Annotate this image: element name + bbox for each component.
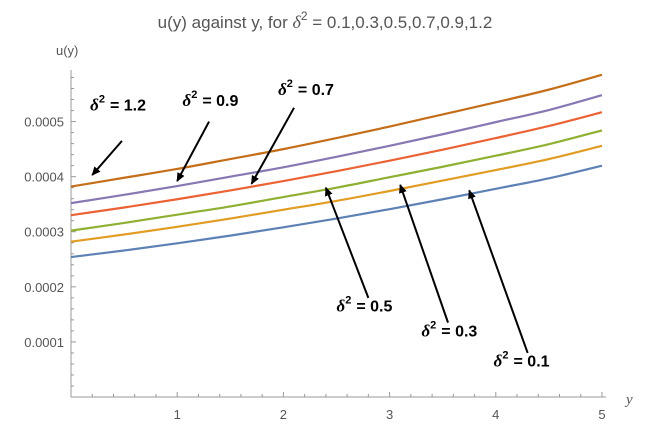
annotation-value: = 0.9 xyxy=(202,93,238,110)
annotation-arrow xyxy=(91,140,123,176)
chart-title: u(y) against y, for δ2 = 0.1,0.3,0.5,0.7… xyxy=(158,9,493,32)
series-line-delta-0.5 xyxy=(70,129,603,232)
annotation-delta: δ xyxy=(494,352,503,371)
y-tick-label: 0.0004 xyxy=(24,170,64,185)
series-line-delta-0.1 xyxy=(70,164,603,259)
annotation-delta: δ xyxy=(421,321,430,340)
x-tick-label: 2 xyxy=(280,407,287,422)
chart-title-delta: δ xyxy=(292,12,301,32)
x-tick-label: 5 xyxy=(598,407,605,422)
annotation-label: δ2 = 1.2 xyxy=(90,94,146,115)
annotation-label: δ2 = 0.3 xyxy=(421,319,477,340)
annotation-value: = 0.5 xyxy=(356,299,392,316)
x-tick-label: 1 xyxy=(174,407,181,422)
annotation-arrow xyxy=(176,121,210,182)
annotation-value: = 0.1 xyxy=(514,354,550,371)
x-axis-label: y xyxy=(624,392,633,408)
series-line-delta-0.3 xyxy=(70,144,603,243)
annotation-delta: δ xyxy=(337,297,346,316)
annotation-superscript: 2 xyxy=(99,94,105,106)
annotation-layer: δ2 = 1.2 δ2 = 0.9δ2 = 0.7δ2 = 0.5δ2 = 0.3δ2 = 0… xyxy=(90,78,550,371)
y-tick-label: 0.0005 xyxy=(24,115,64,130)
annotation-delta: δ xyxy=(183,91,192,110)
annotation-arrow xyxy=(468,189,529,354)
chart-title-suffix: = 0.1,0.3,0.5,0.7,0.9,1.2 xyxy=(308,13,493,32)
annotation-superscript: 2 xyxy=(430,319,436,331)
x-tick-label: 3 xyxy=(386,407,393,422)
y-axis-label: u(y) xyxy=(56,43,78,58)
annotation-delta: δ xyxy=(90,96,99,115)
annotation-delta: δ xyxy=(278,80,287,99)
series-line-delta-0.9 xyxy=(70,94,603,205)
annotation-superscript: 2 xyxy=(287,78,293,90)
y-tick-label: 0.0001 xyxy=(24,335,64,350)
annotation-value: = 0.3 xyxy=(441,323,477,340)
x-tick-label: 4 xyxy=(492,407,499,422)
annotation-superscript: 2 xyxy=(191,89,197,101)
annotation-label: δ2 = 0.5 xyxy=(337,295,393,316)
annotation-label: δ2 = 0.1 xyxy=(494,350,550,371)
annotation-arrow xyxy=(324,186,370,299)
series-layer xyxy=(70,73,603,259)
ticks-layer: 1 2 3 4 5 0.0001 0.0002 0.0003 0.0004 0.0005 xyxy=(24,77,606,422)
series-line-delta-1.2 xyxy=(70,73,603,188)
y-tick-label: 0.0002 xyxy=(24,280,64,295)
annotation-superscript: 2 xyxy=(345,295,351,307)
chart-title-superscript: 2 xyxy=(301,9,308,23)
annotation-label: δ2 = 0.7 xyxy=(278,78,334,99)
y-tick-label: 0.0003 xyxy=(24,225,64,240)
annotation-superscript: 2 xyxy=(502,350,508,362)
chart-title-prefix: u(y) against y, for xyxy=(158,13,293,32)
annotation-value: = 1.2 xyxy=(110,98,146,115)
annotation-arrow xyxy=(399,183,449,323)
annotation-label: δ2 = 0.9 xyxy=(183,89,239,110)
annotation-value: = 0.7 xyxy=(298,82,334,99)
series-line-delta-0.7 xyxy=(70,111,603,217)
annotation-arrow xyxy=(250,107,295,185)
